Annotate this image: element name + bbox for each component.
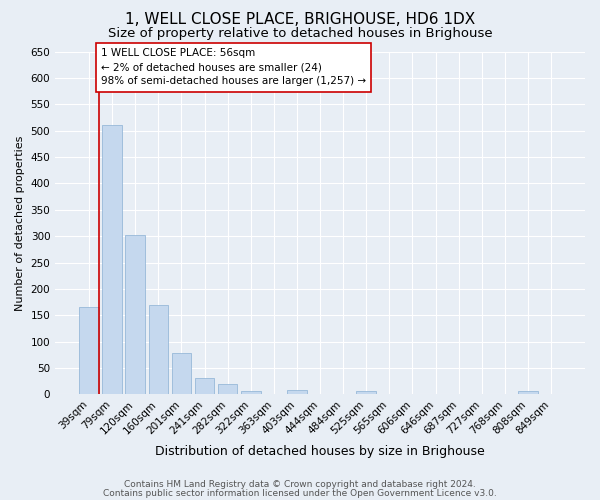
- Bar: [79, 308, 99, 394]
- Bar: [103, 126, 122, 394]
- Text: 1 WELL CLOSE PLACE: 56sqm
← 2% of detached houses are smaller (24)
98% of semi-d: 1 WELL CLOSE PLACE: 56sqm ← 2% of detach…: [101, 48, 366, 86]
- Bar: [149, 305, 168, 394]
- Y-axis label: Number of detached properties: Number of detached properties: [15, 136, 25, 310]
- Bar: [172, 354, 191, 395]
- Bar: [218, 384, 238, 394]
- X-axis label: Distribution of detached houses by size in Brighouse: Distribution of detached houses by size …: [155, 444, 485, 458]
- Bar: [518, 391, 538, 394]
- Bar: [287, 390, 307, 394]
- Bar: [195, 378, 214, 394]
- Bar: [125, 234, 145, 394]
- Bar: [356, 391, 376, 394]
- Text: Contains HM Land Registry data © Crown copyright and database right 2024.: Contains HM Land Registry data © Crown c…: [124, 480, 476, 489]
- Text: 1, WELL CLOSE PLACE, BRIGHOUSE, HD6 1DX: 1, WELL CLOSE PLACE, BRIGHOUSE, HD6 1DX: [125, 12, 475, 28]
- Bar: [241, 391, 260, 394]
- Text: Contains public sector information licensed under the Open Government Licence v3: Contains public sector information licen…: [103, 489, 497, 498]
- Text: Size of property relative to detached houses in Brighouse: Size of property relative to detached ho…: [107, 28, 493, 40]
